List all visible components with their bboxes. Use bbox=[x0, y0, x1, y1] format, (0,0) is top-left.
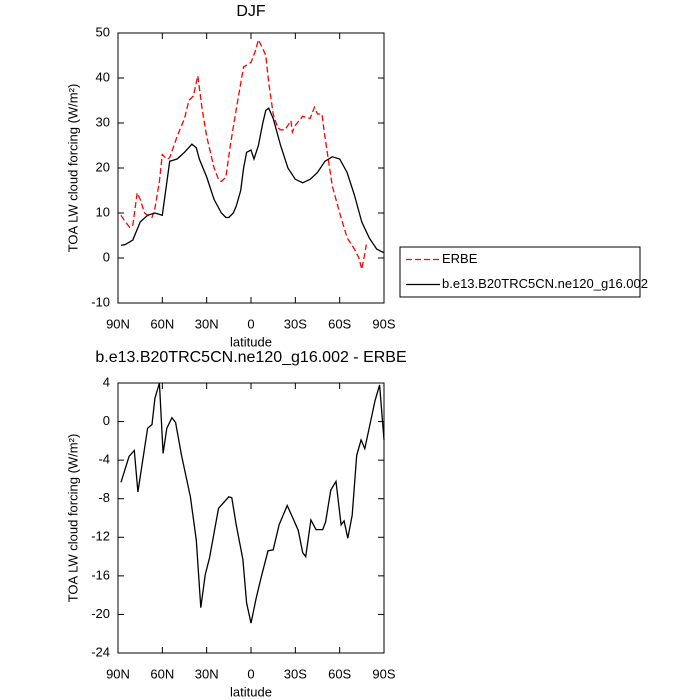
x-tick-label: 60N bbox=[150, 666, 174, 681]
x-axis-title: latitude bbox=[230, 334, 272, 349]
legend-box bbox=[399, 246, 641, 298]
x-axis-title: latitude bbox=[230, 684, 272, 699]
y-tick-label: 50 bbox=[96, 24, 110, 39]
chart-panel: b.e13.B20TRC5CN.ne120_g16.002 - ERBE lati… bbox=[65, 349, 406, 699]
x-tick-label: 60N bbox=[150, 316, 174, 331]
data-line bbox=[120, 382, 385, 624]
y-tick-label: 0 bbox=[103, 249, 110, 264]
x-tick-label: 0 bbox=[247, 666, 254, 681]
x-tick-label: 90N bbox=[106, 316, 130, 331]
chart-title: DJF bbox=[236, 3, 266, 20]
y-tick-label: 4 bbox=[103, 374, 110, 389]
legend-label: b.e13.B20TRC5CN.ne120_g16.002 bbox=[442, 276, 648, 291]
y-axis-title: TOA LW cloud forcing (W/m²) bbox=[65, 84, 80, 253]
x-tick-label: 60S bbox=[328, 666, 351, 681]
x-tick-label: 60S bbox=[328, 316, 351, 331]
data-line bbox=[120, 37, 367, 270]
y-tick-label: -24 bbox=[91, 644, 110, 659]
y-tick-label: 20 bbox=[96, 159, 110, 174]
x-tick-label: 30N bbox=[195, 316, 219, 331]
plot-frame bbox=[117, 32, 385, 304]
x-tick-label: 90S bbox=[372, 666, 395, 681]
y-tick-label: 10 bbox=[96, 204, 110, 219]
data-line bbox=[120, 107, 385, 254]
x-tick-label: 0 bbox=[247, 316, 254, 331]
y-tick-label: -8 bbox=[98, 490, 110, 505]
y-tick-label: -16 bbox=[91, 567, 110, 582]
y-tick-label: -12 bbox=[91, 529, 110, 544]
x-tick-label: 30N bbox=[195, 666, 219, 681]
x-tick-label: 90S bbox=[372, 316, 395, 331]
y-tick-label: 30 bbox=[96, 114, 110, 129]
legend-label: ERBE bbox=[442, 251, 478, 266]
chart-panel: DJF latitude TOA LW cloud forcing (W/m²) -1… bbox=[65, 3, 648, 349]
y-tick-label: 0 bbox=[103, 413, 110, 428]
y-tick-label: -20 bbox=[91, 606, 110, 621]
plot-frame bbox=[117, 382, 385, 654]
x-tick-label: 90N bbox=[106, 666, 130, 681]
y-tick-label: 40 bbox=[96, 69, 110, 84]
y-tick-label: -4 bbox=[98, 452, 110, 467]
x-tick-label: 30S bbox=[284, 666, 307, 681]
y-tick-label: -10 bbox=[91, 294, 110, 309]
y-axis-title: TOA LW cloud forcing (W/m²) bbox=[65, 434, 80, 603]
chart-title: b.e13.B20TRC5CN.ne120_g16.002 - ERBE bbox=[95, 349, 406, 366]
x-tick-label: 30S bbox=[284, 316, 307, 331]
